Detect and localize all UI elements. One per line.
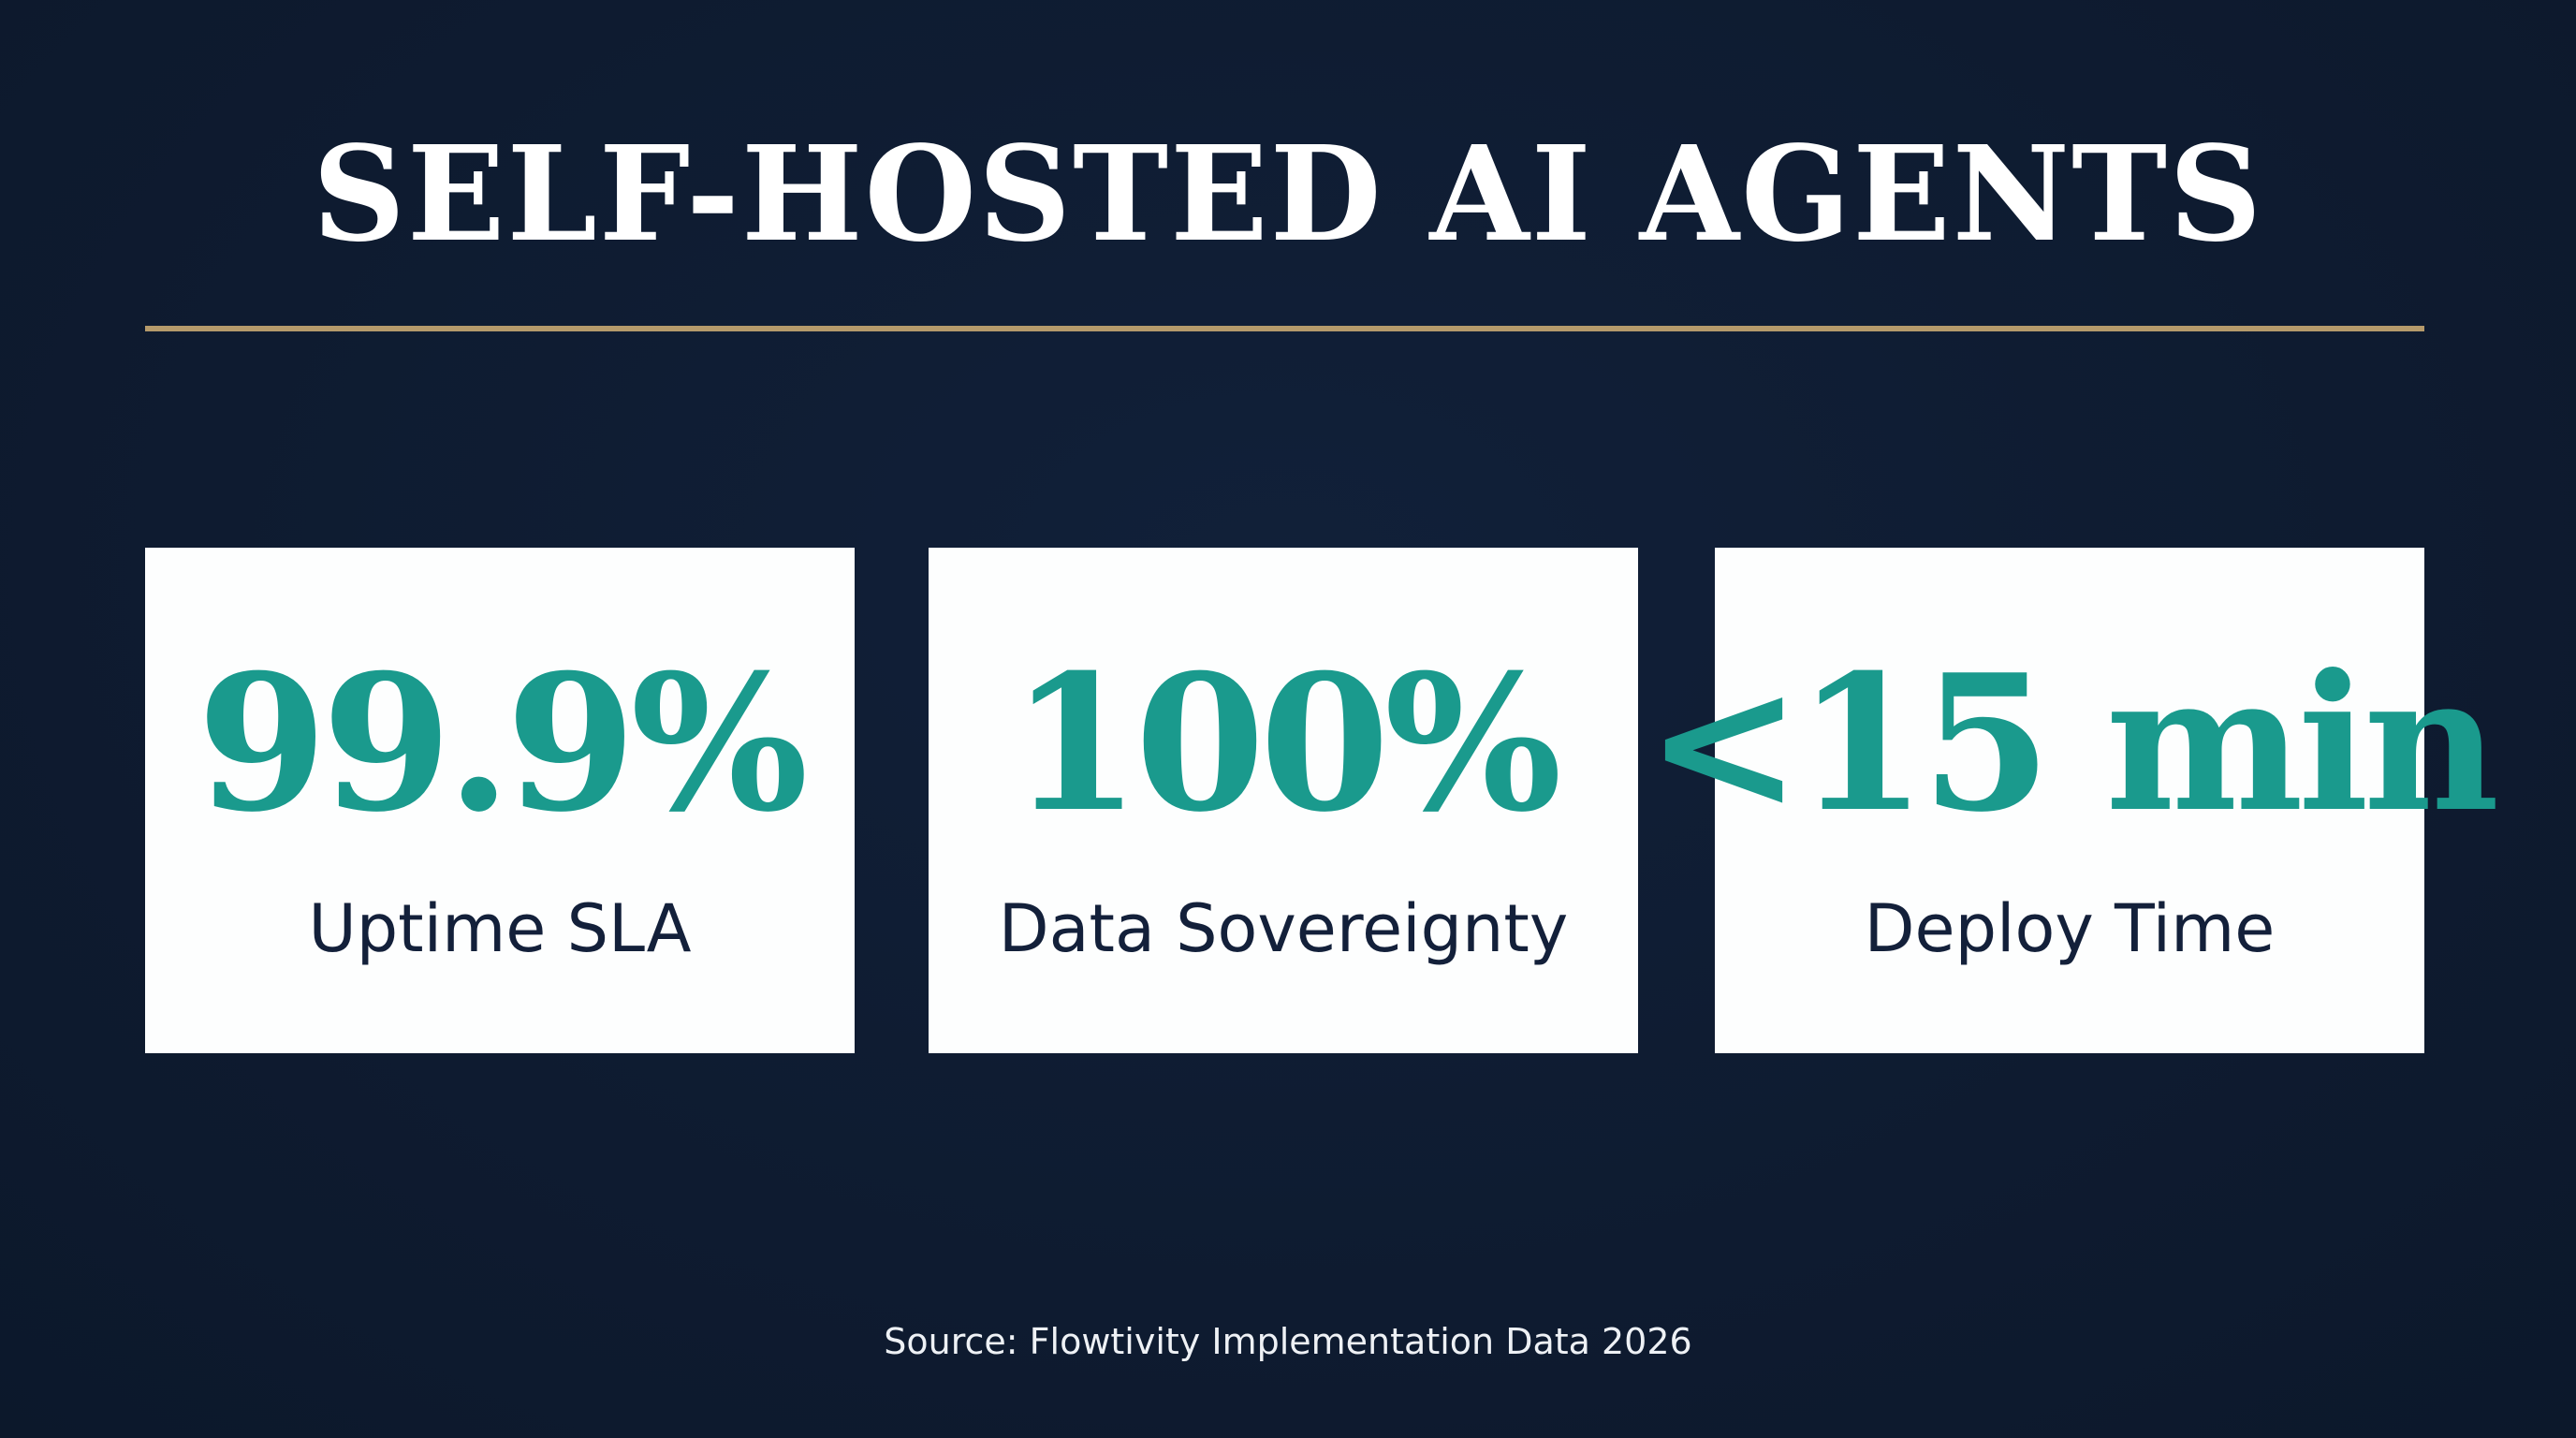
title-divider [145,326,2424,331]
source-note: Source: Flowtivity Implementation Data 2… [884,1321,1692,1362]
stat-label: Deploy Time [1864,890,2276,967]
stat-card-data-sovereignty: 100% Data Sovereignty [929,548,1638,1053]
stat-card-deploy-time: <15 min Deploy Time [1646,548,2499,1053]
stat-label: Data Sovereignty [998,890,1569,967]
stat-value: 99.9% [197,634,808,854]
stat-value: 100% [1010,634,1562,854]
stat-label: Uptime SLA [308,890,692,967]
stat-card-uptime: 99.9% Uptime SLA [145,548,855,1053]
stat-value: <15 min [1645,634,2500,854]
slide-title: SELF-HOSTED AI AGENTS [312,118,2264,271]
